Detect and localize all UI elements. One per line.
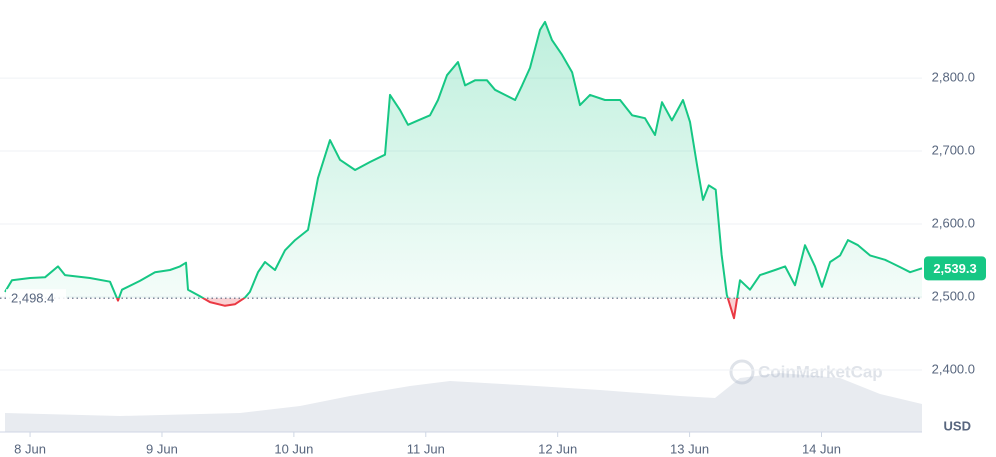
- baseline-label: 2,498.4: [11, 291, 54, 306]
- price-line-up: [4, 20, 923, 299]
- watermark-logo: [729, 359, 755, 385]
- x-tick-label: 11 Jun: [407, 441, 445, 456]
- x-tick-label: 10 Jun: [274, 441, 313, 456]
- area-up: [5, 21, 922, 299]
- x-tick-label: 8 Jun: [14, 441, 46, 456]
- area-down: [5, 298, 922, 319]
- watermark: CoinMarketCap: [729, 359, 883, 385]
- volume-area: [5, 373, 922, 432]
- currency-label: USD: [944, 418, 971, 433]
- watermark-text: CoinMarketCap: [758, 362, 883, 381]
- x-tick-label: 14 Jun: [802, 441, 841, 456]
- x-tick-label: 13 Jun: [670, 441, 709, 456]
- y-tick-label: 2,600.0: [932, 215, 975, 230]
- baseline-label-bg: [6, 289, 66, 308]
- last-price-label: 2,539.3: [933, 261, 976, 276]
- y-tick-label: 2,800.0: [932, 70, 975, 85]
- y-tick-label: 2,700.0: [932, 142, 975, 157]
- x-tick-label: 9 Jun: [146, 441, 178, 456]
- y-tick-label: 2,500.0: [932, 288, 975, 303]
- x-tick-label: 12 Jun: [538, 441, 577, 456]
- y-tick-label: 2,400.0: [932, 361, 975, 376]
- last-price-tag: [924, 256, 986, 281]
